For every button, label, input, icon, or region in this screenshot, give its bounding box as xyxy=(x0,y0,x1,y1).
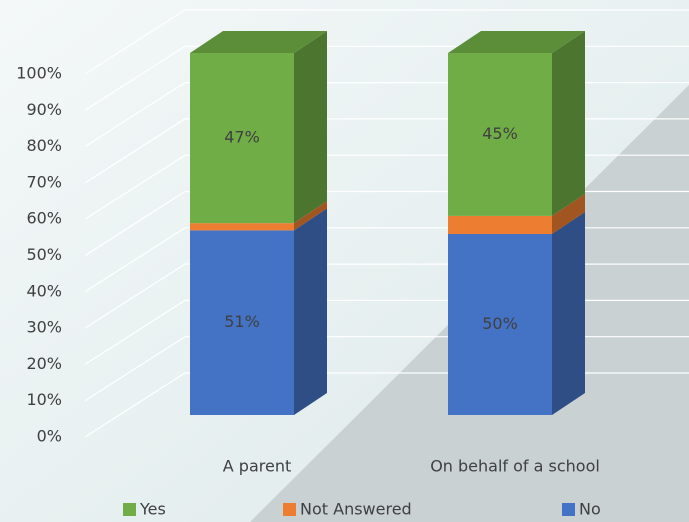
legend-label: Yes xyxy=(139,500,166,519)
bar-top xyxy=(190,31,327,53)
bar-segment xyxy=(190,53,294,224)
bar-side xyxy=(552,212,585,415)
bar-side xyxy=(294,208,327,415)
y-tick-label: 40% xyxy=(26,281,62,300)
bar-side xyxy=(294,201,327,231)
y-tick-label: 20% xyxy=(26,354,62,373)
y-tick-label: 10% xyxy=(26,390,62,409)
legend-swatch xyxy=(562,503,575,516)
x-tick-label: A parent xyxy=(223,457,291,476)
bar-top xyxy=(448,31,585,53)
y-tick-label: 80% xyxy=(26,136,62,155)
legend-label: No xyxy=(579,500,601,519)
legend-label: Not Answered xyxy=(300,500,412,519)
grid-line xyxy=(84,9,689,75)
legend-swatch xyxy=(283,503,296,516)
bar-segment xyxy=(448,234,552,415)
data-label: 45% xyxy=(482,124,518,143)
bar-segment xyxy=(190,230,294,415)
bar-side xyxy=(552,193,585,234)
x-tick-label: On behalf of a school xyxy=(430,457,600,476)
bar-segment xyxy=(190,223,294,231)
y-tick-label: 30% xyxy=(26,318,62,337)
y-tick-label: 60% xyxy=(26,209,62,228)
bar-segment xyxy=(448,53,552,216)
bar-segment xyxy=(448,215,552,234)
data-label: 47% xyxy=(224,128,260,147)
y-tick-label: 50% xyxy=(26,245,62,264)
y-tick-label: 70% xyxy=(26,172,62,191)
bar-side xyxy=(552,31,585,216)
y-tick-label: 100% xyxy=(16,64,62,83)
bar-side xyxy=(294,31,327,224)
legend-swatch xyxy=(123,503,136,516)
data-label: 50% xyxy=(482,314,518,333)
y-tick-label: 0% xyxy=(37,427,62,446)
data-label: 51% xyxy=(224,312,260,331)
y-tick-label: 90% xyxy=(26,100,62,119)
